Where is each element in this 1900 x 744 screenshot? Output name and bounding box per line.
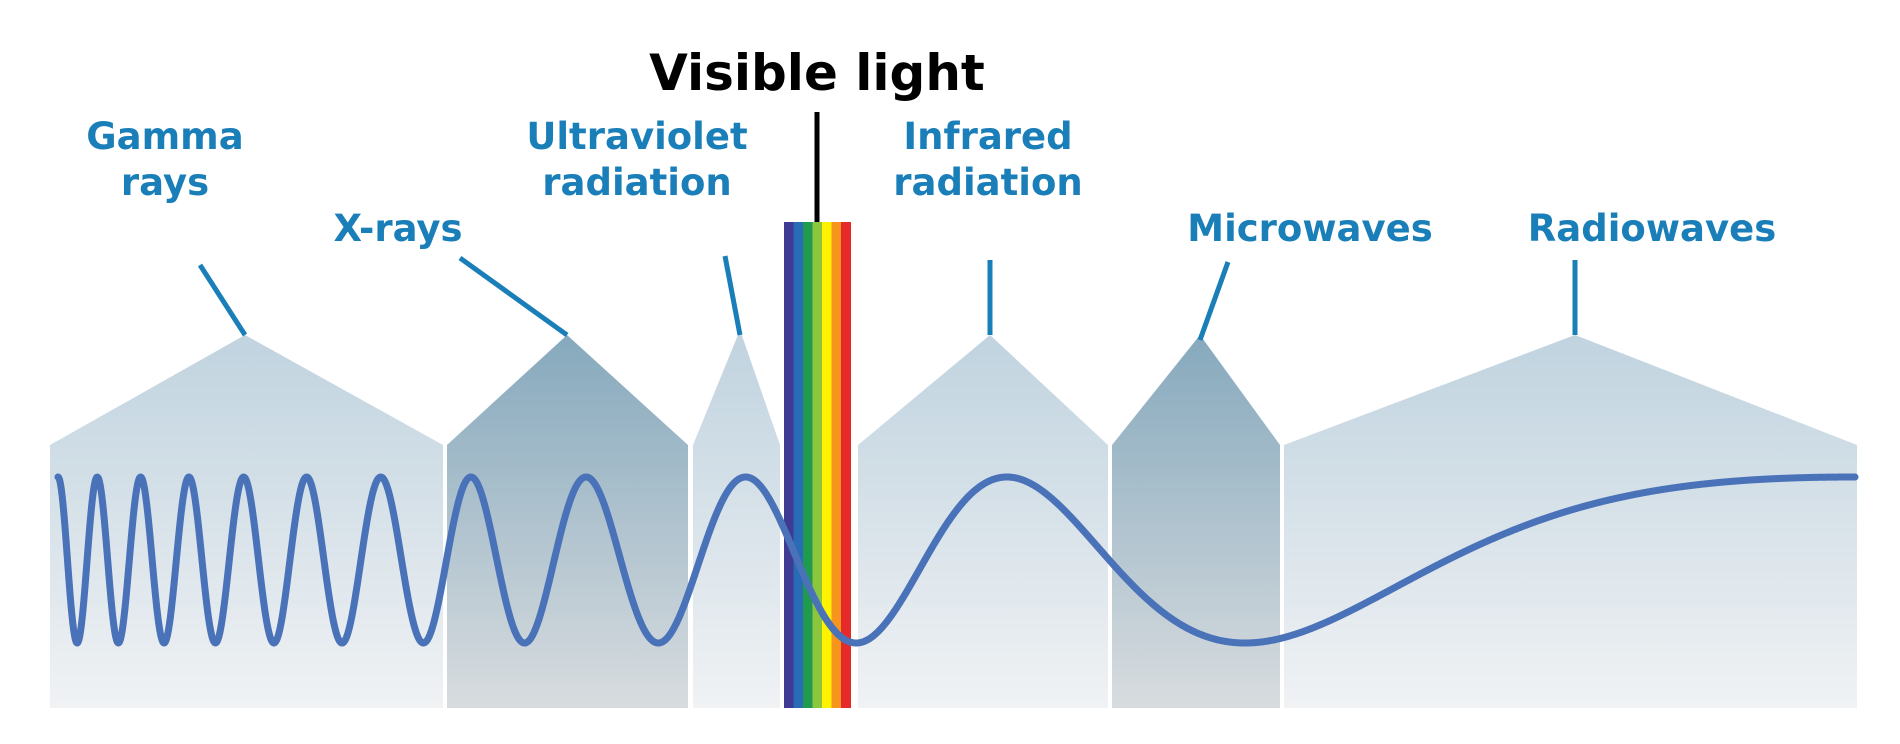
band-xray [447,335,688,708]
visible-light-title: Visible light [649,44,985,102]
leader-gamma [197,263,248,337]
band-micro [1112,335,1280,708]
label-ir-line: Infrared [903,115,1072,158]
label-radio: Radiowaves [1528,207,1776,250]
label-gamma: Gamma rays [86,115,243,204]
band-radio [1284,335,1857,708]
spectrum-stripe [822,222,832,708]
label-micro-line: Microwaves [1187,207,1433,250]
band-uv [693,330,780,708]
spectrum-bands [50,330,1857,708]
spectrum-stripe [841,222,851,708]
label-ir-line: radiation [893,161,1082,204]
label-uv-line: Ultraviolet [526,115,747,158]
wave-line [54,473,1859,647]
label-xray: X-rays [333,207,462,250]
visible-spectrum-strip [784,222,851,708]
label-ir: Infrared radiation [893,115,1082,204]
label-uv-line: radiation [542,161,731,204]
spectrum-stripe [803,222,813,708]
band-ir [858,335,1108,708]
label-gamma-line: rays [121,161,209,204]
leader-uv [722,255,743,336]
label-leader-lines [197,255,1578,341]
spectrum-stripe [812,222,823,708]
spectrum-stripe [793,222,804,708]
label-gamma-line: Gamma [86,115,243,158]
label-uv: Ultraviolet radiation [526,115,747,204]
leader-micro [1197,261,1231,341]
label-xray-line: X-rays [333,207,462,250]
spectrum-stripe [831,222,842,708]
spectrum-stripe [784,222,794,708]
band-gamma [50,335,443,708]
label-radio-line: Radiowaves [1528,207,1776,250]
label-micro: Microwaves [1187,207,1433,250]
leader-xray [458,255,569,338]
